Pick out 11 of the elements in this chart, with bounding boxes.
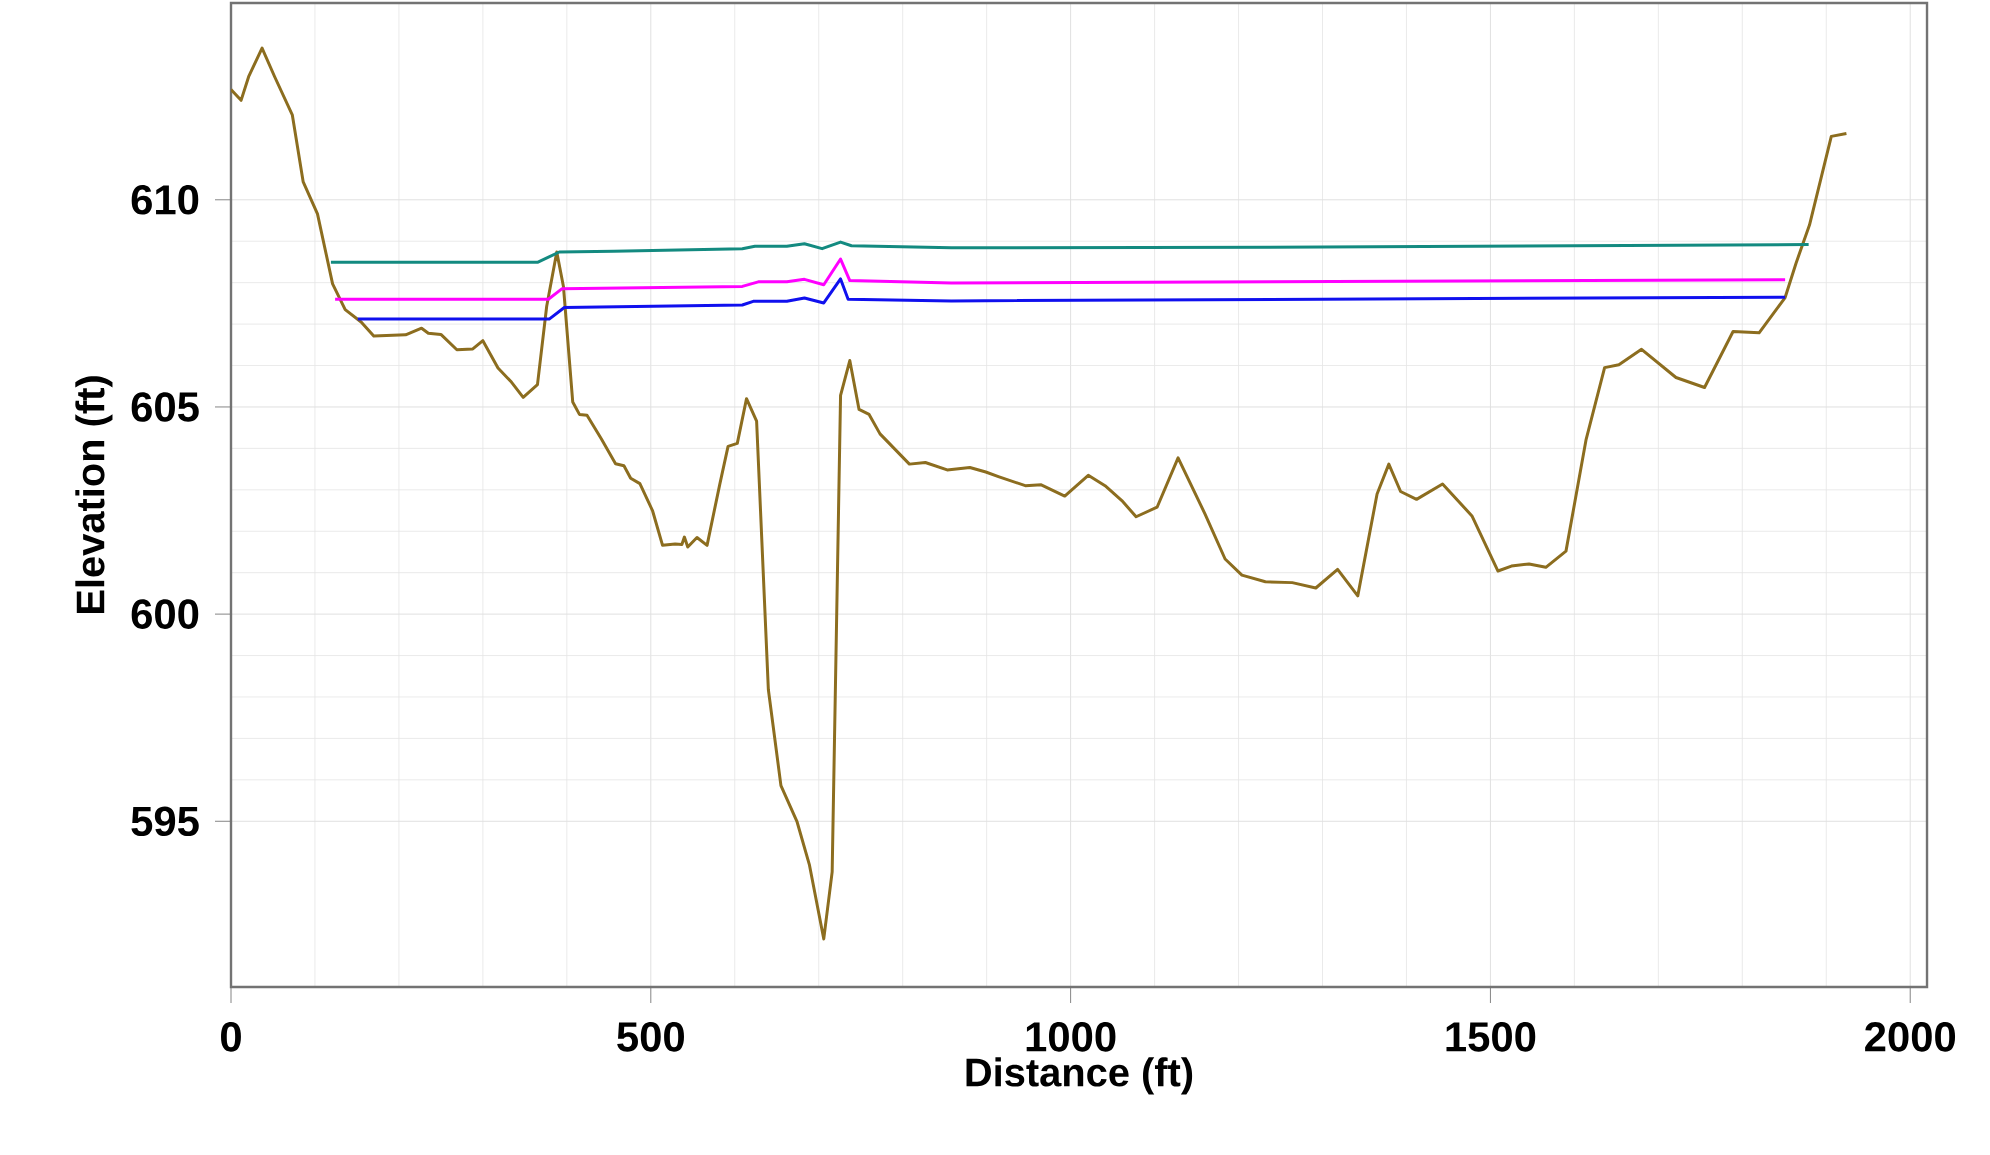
y-tick-label: 600 [131, 599, 199, 629]
y-tick-label: 610 [131, 184, 199, 215]
x-tick-label: 500 [617, 1022, 684, 1052]
x-tick-label: 1000 [1026, 1022, 1116, 1052]
x-axis-title: Distance (ft) [966, 1057, 1193, 1095]
y-axis-title: Elevation (ft) [75, 376, 113, 613]
x-tick-label: 1500 [1446, 1022, 1536, 1052]
y-tick-label: 605 [131, 392, 199, 422]
x-tick-label: 0 [221, 1022, 241, 1052]
y-tick-label: 595 [131, 806, 199, 837]
x-tick-label: 2000 [1865, 1022, 1956, 1052]
